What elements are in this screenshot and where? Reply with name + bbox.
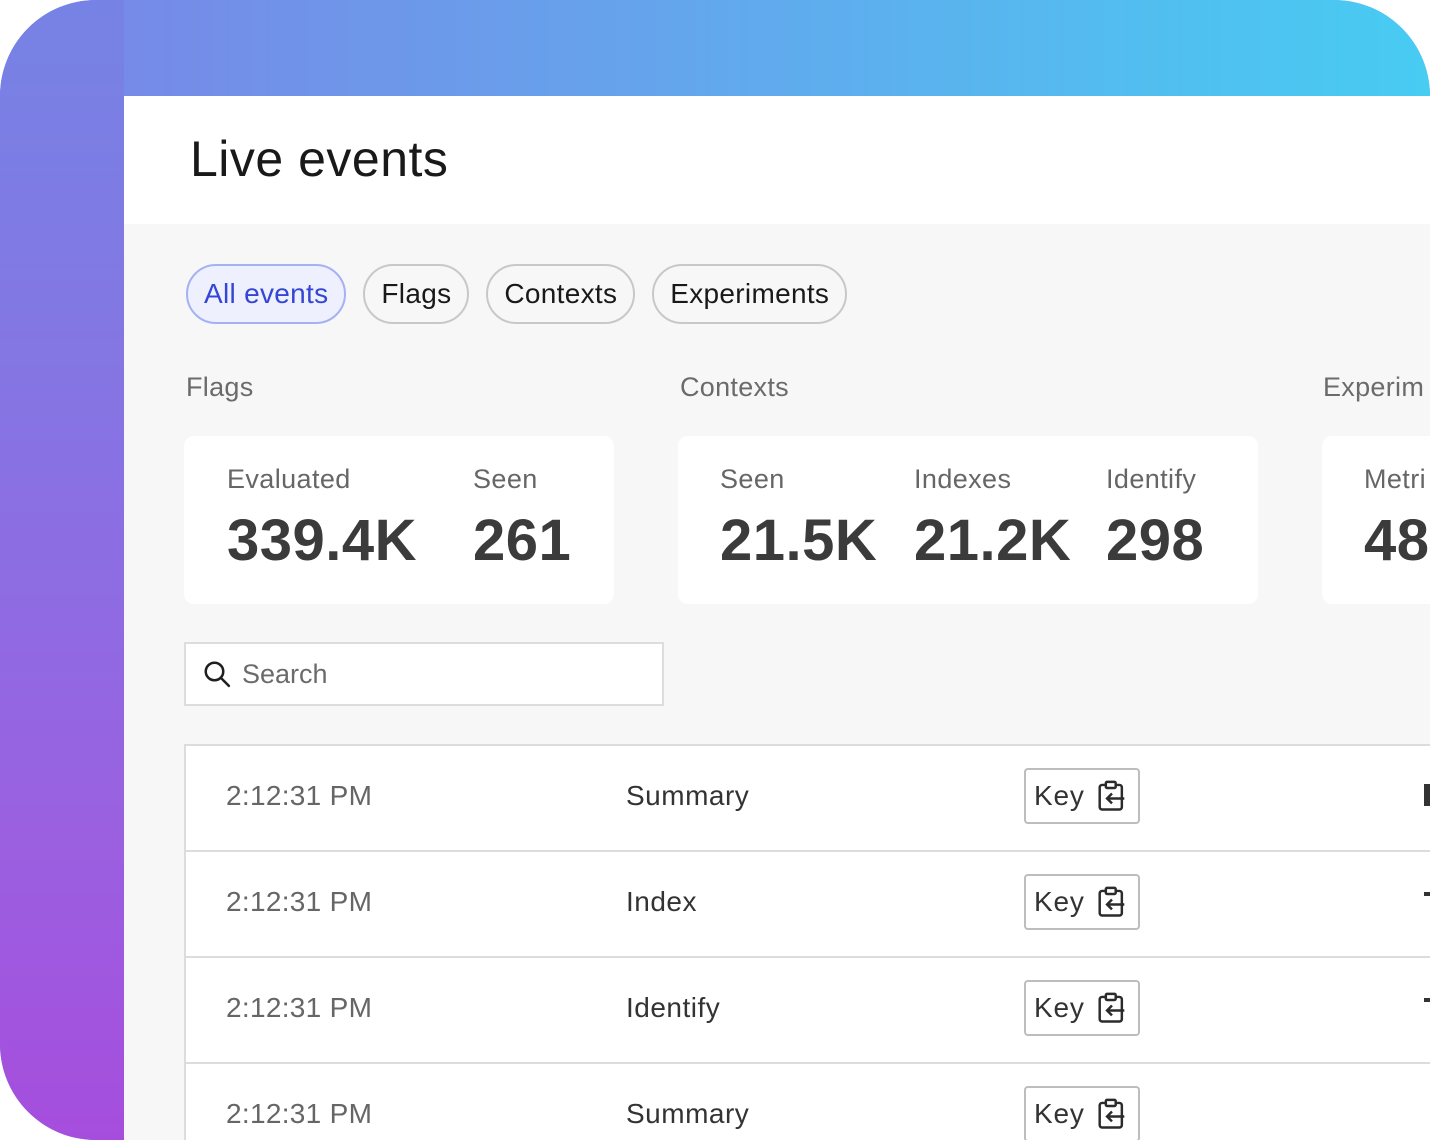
event-time: 2:12:31 PM xyxy=(226,886,373,917)
table-row[interactable]: 2:12:31 PM Summary Key xyxy=(186,1064,1430,1140)
gradient-top-band xyxy=(0,0,1430,96)
search-input[interactable] xyxy=(242,658,642,690)
contexts-seen-metric: Seen 21.5K xyxy=(720,464,877,574)
metric-label: Seen xyxy=(720,464,785,494)
metric-value: 339.4K xyxy=(227,508,418,573)
metric-value: 261 xyxy=(473,508,572,573)
events-table: 2:12:31 PM Summary Key 2:12:31 PM Index … xyxy=(184,744,1430,1140)
flags-seen-metric: Seen 261 xyxy=(473,464,571,574)
gradient-left-band xyxy=(0,0,124,1140)
search-box xyxy=(184,642,664,706)
row-overflow-edge xyxy=(1424,784,1430,806)
metric-value: 298 xyxy=(1106,508,1205,573)
copy-key-button[interactable]: Key xyxy=(1024,980,1140,1036)
flags-evaluated-metric: Evaluated 339.4K xyxy=(227,464,417,574)
flags-section-label: Flags xyxy=(186,372,254,402)
key-button-label: Key xyxy=(1034,886,1085,917)
metric-label: Identify xyxy=(1106,464,1197,494)
metric-value: 48 xyxy=(1364,508,1430,573)
tab-all-events[interactable]: All events xyxy=(186,264,347,324)
experiments-metric: Metri 48 xyxy=(1364,464,1430,574)
clipboard-copy-icon xyxy=(1098,780,1124,811)
event-time: 2:12:31 PM xyxy=(226,780,373,811)
copy-key-button[interactable]: Key xyxy=(1024,768,1140,824)
search-icon xyxy=(204,661,231,688)
table-row[interactable]: 2:12:31 PM Identify Key xyxy=(186,958,1430,1064)
tab-contexts[interactable]: Contexts xyxy=(486,264,636,324)
page-title: Live events xyxy=(190,131,449,187)
metric-label: Seen xyxy=(473,464,538,494)
metric-label: Metri xyxy=(1364,464,1426,494)
event-kind: Index xyxy=(626,886,697,917)
event-filter-tabs: All events Flags Contexts Experiments xyxy=(186,264,848,324)
metric-value: 21.5K xyxy=(720,508,878,573)
event-kind: Summary xyxy=(626,1098,750,1129)
contexts-stats-card: Seen 21.5K Indexes 21.2K Identify 298 xyxy=(678,436,1258,604)
table-row[interactable]: 2:12:31 PM Summary Key xyxy=(186,746,1430,852)
live-events-panel: Live events All events Flags Contexts Ex… xyxy=(124,96,1430,1140)
event-kind: Summary xyxy=(626,780,750,811)
clipboard-copy-icon xyxy=(1098,1098,1124,1129)
copy-key-button[interactable]: Key xyxy=(1024,1086,1140,1140)
clipboard-copy-icon xyxy=(1098,992,1124,1023)
contexts-indexes-metric: Indexes 21.2K xyxy=(914,464,1071,574)
page-header: Live events xyxy=(124,96,1430,224)
metric-label: Indexes xyxy=(914,464,1012,494)
experiments-section-label: Experim xyxy=(1323,372,1425,402)
contexts-section-label: Contexts xyxy=(680,372,789,402)
event-time: 2:12:31 PM xyxy=(226,992,373,1023)
event-kind: Identify xyxy=(626,992,721,1023)
clipboard-copy-icon xyxy=(1098,886,1124,917)
key-button-label: Key xyxy=(1034,780,1085,811)
table-row[interactable]: 2:12:31 PM Index Key xyxy=(186,852,1430,958)
copy-key-button[interactable]: Key xyxy=(1024,874,1140,930)
key-button-label: Key xyxy=(1034,992,1085,1023)
key-button-label: Key xyxy=(1034,1098,1085,1129)
event-time: 2:12:31 PM xyxy=(226,1098,373,1129)
experiments-stats-card: Metri 48 xyxy=(1322,436,1430,604)
tab-experiments[interactable]: Experiments xyxy=(652,264,848,324)
row-overflow-edge xyxy=(1424,998,1430,1002)
metric-value: 21.2K xyxy=(914,508,1072,573)
metric-label: Evaluated xyxy=(227,464,351,494)
tab-flags[interactable]: Flags xyxy=(363,264,470,324)
flags-stats-card: Evaluated 339.4K Seen 261 xyxy=(184,436,614,604)
row-overflow-edge xyxy=(1424,892,1430,896)
contexts-identify-metric: Identify 298 xyxy=(1106,464,1204,574)
